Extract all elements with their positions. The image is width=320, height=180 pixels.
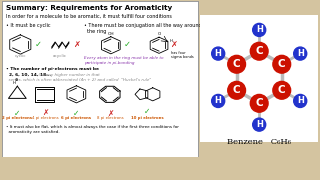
Circle shape [294, 47, 307, 60]
Text: H: H [12, 81, 15, 85]
Text: ✗: ✗ [171, 40, 178, 49]
Text: C: C [278, 59, 285, 69]
Text: ✗: ✗ [73, 40, 80, 49]
Text: H: H [215, 96, 222, 105]
Text: ✓: ✓ [14, 109, 20, 118]
Circle shape [253, 118, 266, 131]
Text: ⊕: ⊕ [15, 78, 18, 82]
Circle shape [228, 55, 245, 73]
Text: Every atom in the ring must be able to
participate in pi-bonding: Every atom in the ring must be able to p… [84, 56, 164, 65]
Text: H: H [297, 49, 304, 58]
Text: has four
sigma bonds: has four sigma bonds [171, 51, 194, 59]
Text: OH: OH [108, 32, 114, 36]
Text: • It must be cyclic: • It must be cyclic [5, 23, 50, 28]
Text: 2 pi electrons: 2 pi electrons [2, 116, 32, 120]
Text: (or any higher number in that
  series, which is often abbreviated (4n + 2) and : (or any higher number in that series, wh… [5, 73, 151, 82]
Text: 8 pi electrons: 8 pi electrons [97, 116, 123, 120]
Text: In order for a molecule to be aromatic, it must fulfill four conditions: In order for a molecule to be aromatic, … [5, 14, 172, 19]
Text: H: H [256, 120, 263, 129]
Text: 10 pi electrons: 10 pi electrons [131, 116, 164, 120]
Text: acyclic: acyclic [53, 55, 67, 58]
Text: 4 pi electrons: 4 pi electrons [32, 116, 58, 120]
Circle shape [273, 55, 291, 73]
Text: H: H [170, 39, 173, 43]
Circle shape [273, 81, 291, 99]
Text: ✓: ✓ [73, 109, 80, 118]
Circle shape [228, 81, 245, 99]
Text: 2, 6, 10, 14, 18...: 2, 6, 10, 14, 18... [5, 73, 51, 77]
Text: H: H [215, 49, 222, 58]
Text: H: H [297, 96, 304, 105]
Text: H: H [256, 25, 263, 34]
Circle shape [253, 23, 266, 36]
Text: • It must also be flat, which is almost always the case if the first three condi: • It must also be flat, which is almost … [5, 125, 179, 134]
Text: 6 pi electrons: 6 pi electrons [61, 116, 92, 120]
Text: Summary: Requirements for Aromaticity: Summary: Requirements for Aromaticity [5, 5, 172, 11]
Text: O: O [157, 32, 161, 36]
Circle shape [250, 94, 268, 112]
Text: C: C [233, 85, 240, 95]
Text: • There must be conjugation all the way around
  the ring: • There must be conjugation all the way … [84, 23, 202, 34]
Text: Benzene   C₆H₆: Benzene C₆H₆ [227, 138, 291, 146]
Text: C: C [255, 46, 263, 56]
Text: • The number of pi-electrons must be: • The number of pi-electrons must be [5, 67, 99, 71]
Text: ✗: ✗ [42, 108, 48, 117]
Text: C: C [278, 85, 285, 95]
Circle shape [212, 94, 225, 107]
Circle shape [212, 47, 225, 60]
Text: C: C [255, 98, 263, 108]
Text: C: C [233, 59, 240, 69]
Text: ✓: ✓ [124, 40, 131, 49]
Text: cyclic: cyclic [14, 55, 26, 58]
Text: ✓: ✓ [144, 107, 150, 116]
Text: ✗: ✗ [107, 109, 113, 118]
Circle shape [294, 94, 307, 107]
Text: ✓: ✓ [35, 40, 42, 49]
Circle shape [250, 42, 268, 60]
